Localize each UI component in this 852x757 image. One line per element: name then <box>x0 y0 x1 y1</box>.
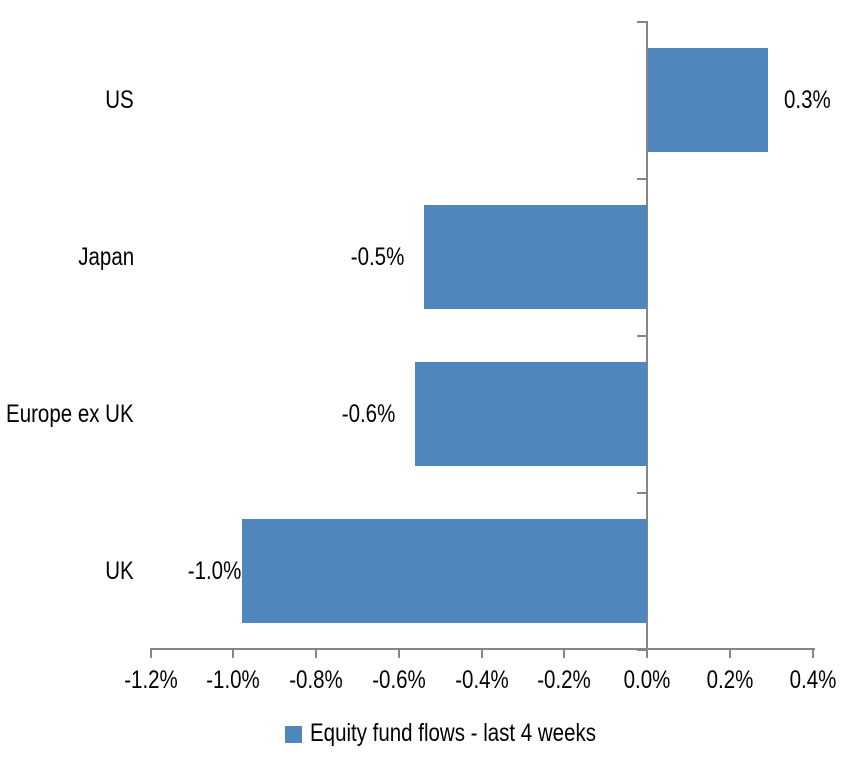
x-axis-tick <box>729 648 731 658</box>
category-axis-tick <box>637 21 646 23</box>
x-axis-tick <box>646 648 648 658</box>
bar-uk <box>242 519 647 623</box>
x-axis-tick <box>315 648 317 658</box>
x-axis-tick-label: 0.0% <box>623 666 671 694</box>
x-axis-tick-label: -1.2% <box>124 666 178 694</box>
category-axis-tick <box>637 178 646 180</box>
category-label-uk: UK <box>105 557 134 585</box>
data-label-japan: -0.5% <box>350 243 404 271</box>
x-axis-tick <box>812 648 814 658</box>
category-axis-tick <box>637 649 646 651</box>
bar-europe-ex-uk <box>415 362 647 466</box>
data-label-europe-ex-uk: -0.6% <box>341 400 395 428</box>
legend-series-swatch-icon <box>285 726 302 743</box>
category-label-europe-ex-uk: Europe ex UK <box>6 400 134 428</box>
bar-japan <box>424 205 647 309</box>
category-label-us: US <box>105 86 134 114</box>
x-axis-tick-label: -1.0% <box>206 666 260 694</box>
legend-label: Equity fund flows - last 4 weeks <box>310 719 597 747</box>
x-axis-tick-label: -0.2% <box>537 666 591 694</box>
x-axis-tick-label: 0.2% <box>706 666 754 694</box>
x-axis-tick <box>563 648 565 658</box>
x-axis-tick <box>481 648 483 658</box>
category-axis-tick <box>637 335 646 337</box>
x-axis-tick <box>150 648 152 658</box>
x-axis-tick <box>232 648 234 658</box>
category-axis-line <box>646 21 648 651</box>
x-axis-tick-label: -0.8% <box>289 666 343 694</box>
x-axis-tick-label: -0.4% <box>455 666 509 694</box>
x-axis-tick-label: 0.4% <box>789 666 837 694</box>
category-label-japan: Japan <box>78 243 134 271</box>
data-label-uk: -1.0% <box>187 557 241 585</box>
x-axis-tick-label: -0.6% <box>372 666 426 694</box>
data-label-us: 0.3% <box>784 86 831 114</box>
bar-us <box>648 48 768 152</box>
category-axis-tick <box>637 492 646 494</box>
x-axis-tick <box>398 648 400 658</box>
